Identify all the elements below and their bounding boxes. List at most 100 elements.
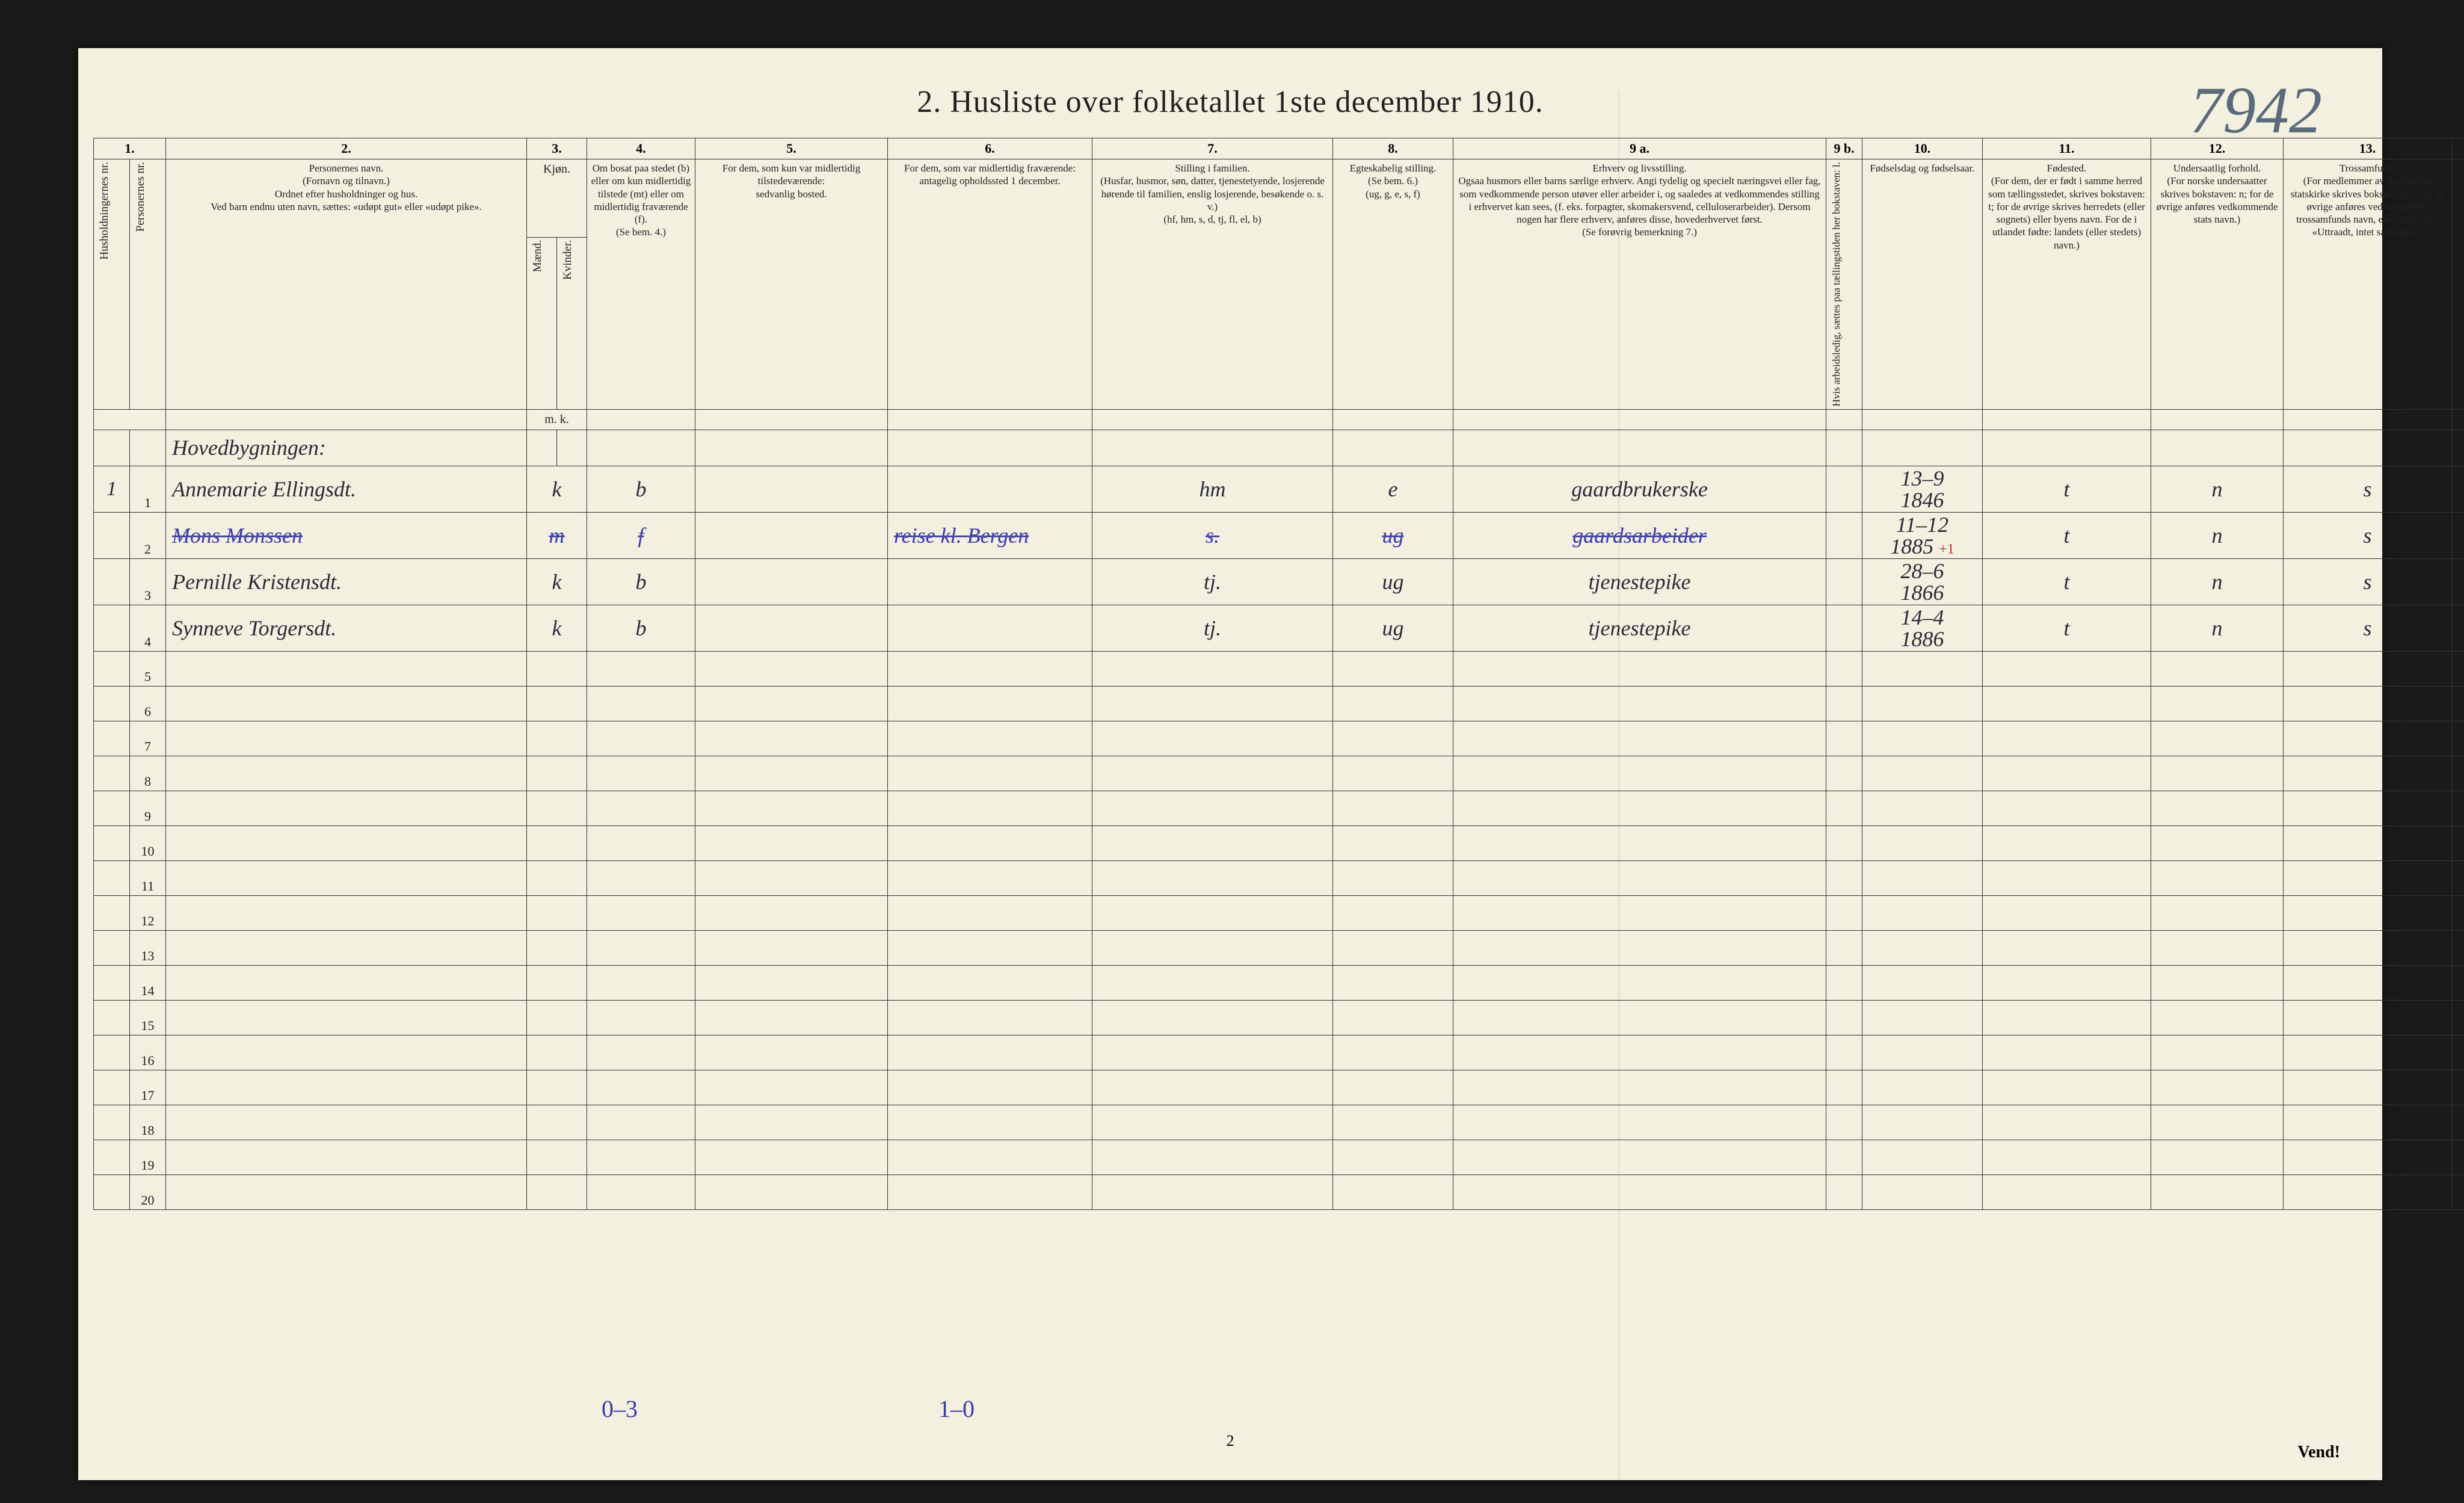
cell-9b [1826,512,1862,558]
cell-c5 [695,605,888,651]
document-page: 7942 2. Husliste over folketallet 1ste d… [78,48,2382,1480]
colnum-11: 11. [1983,138,2151,159]
cell-c14 [2452,558,2464,605]
page-number: 2 [1227,1432,1234,1450]
cell-c6 [888,558,1092,605]
table-row: 9 [94,791,2464,826]
cell-mar: e [1333,466,1453,512]
colnum-5: 5. [695,138,888,159]
table-row: 14 [94,965,2464,1000]
hdr-mk: m. k. [527,409,587,430]
table-row: 12 [94,895,2464,930]
colnum-1: 1. [94,138,166,159]
cell-occ: tjenestepike [1453,558,1826,605]
cell-res: f [587,512,695,558]
cell-dob: 14–4 1886 [1862,605,1983,651]
cell-sex: k [527,605,587,651]
cell-occ: gaardbrukerske [1453,466,1826,512]
table-row: 17 [94,1070,2464,1105]
cell-pn: 2 [130,512,166,558]
colnum-14: 14. [2452,138,2464,159]
table-body: Hovedbygningen: 1 1 Annemarie Ellingsdt.… [94,430,2464,1209]
cell-pn: 1 [130,466,166,512]
table-row: 15 [94,1000,2464,1035]
table-row: 3 Pernille Kristensdt. k b tj. ug tjenes… [94,558,2464,605]
colnum-3: 3. [527,138,587,159]
header-mk-row: m. k. [94,409,2464,430]
cell-hh [94,512,130,558]
cell-fam: tj. [1092,605,1333,651]
cell-pn: 4 [130,605,166,651]
hdr-marital: Egteskabelig stilling. (Se bem. 6.) (ug,… [1333,159,1453,410]
table-row: 20 [94,1174,2464,1209]
hdr-hh-nr: Husholdningernes nr. [94,159,130,410]
cell-nat: n [2151,466,2284,512]
table-row: 11 [94,860,2464,895]
hdr-disability: Sindssvak, døv eller blind. Var nogen av… [2452,159,2464,410]
cell-rel: s [2284,605,2452,651]
cell-c6 [888,605,1092,651]
cell-hh [94,558,130,605]
table-row: 2 Mons Monssen m f reise kl. Bergen s. u… [94,512,2464,558]
cell-fam: s. [1092,512,1333,558]
cell-fam: tj. [1092,558,1333,605]
cell-rel: s [2284,466,2452,512]
cell-c14 [2452,605,2464,651]
cell-c5 [695,512,888,558]
cell-c6 [888,466,1092,512]
cell-born: t [1983,512,2151,558]
cell-hh [94,605,130,651]
colnum-4: 4. [587,138,695,159]
cell-rel: s [2284,512,2452,558]
table-row: 1 1 Annemarie Ellingsdt. k b hm e gaardb… [94,466,2464,512]
colnum-9b: 9 b. [1826,138,1862,159]
hdr-temp-absent: For dem, som var midlertidig fraværende:… [888,159,1092,410]
page-fold [1618,90,1619,1480]
cell-mar: ug [1333,605,1453,651]
colnum-10: 10. [1862,138,1983,159]
cell-c5 [695,558,888,605]
cell-mar: ug [1333,558,1453,605]
colnum-6: 6. [888,138,1092,159]
header-row: Husholdningernes nr. Personernes nr. Per… [94,159,2464,238]
table-row: 16 [94,1035,2464,1070]
cell-res: b [587,558,695,605]
cell-name: Annemarie Ellingsdt. [166,466,527,512]
hdr-sex: Kjøn. [527,159,587,238]
cell-sex: m [527,512,587,558]
cell-name: Mons Monssen [166,512,527,558]
hdr-family-pos: Stilling i familien. (Husfar, husmor, sø… [1092,159,1333,410]
hdr-name: Personernes navn. (Fornavn og tilnavn.) … [166,159,527,410]
cell-c14 [2452,466,2464,512]
cell-mar: ug [1333,512,1453,558]
table-head: 1. 2. 3. 4. 5. 6. 7. 8. 9 a. 9 b. 10. 11… [94,138,2464,430]
tally-2: 1–0 [938,1395,975,1423]
tally-1: 0–3 [602,1395,638,1423]
table-row: 19 [94,1140,2464,1174]
cell-born: t [1983,466,2151,512]
table-row: 13 [94,930,2464,965]
cell-sex: k [527,558,587,605]
hdr-nationality: Undersaatlig forhold. (For norske unders… [2151,159,2284,410]
cell-9b [1826,466,1862,512]
cell-rel: s [2284,558,2452,605]
section-row: Hovedbygningen: [94,430,2464,466]
cell-nat: n [2151,605,2284,651]
table-row: 8 [94,756,2464,791]
turn-over-label: Vend! [2297,1443,2340,1462]
hdr-male: Mænd. [527,237,557,409]
cell-9b [1826,558,1862,605]
table-row: 5 [94,651,2464,686]
cell-res: b [587,605,695,651]
colnum-7: 7. [1092,138,1333,159]
section-label: Hovedbygningen: [166,430,527,466]
cell-born: t [1983,605,2151,651]
cell-c14 [2452,512,2464,558]
hdr-temp-present: For dem, som kun var midlertidig tilsted… [695,159,888,410]
colnum-9a: 9 a. [1453,138,1826,159]
cell-dob: 11–12 1885 +1 [1862,512,1983,558]
hdr-occupation: Erhverv og livsstilling. Ogsaa husmors e… [1453,159,1826,410]
hdr-female: Kvinder. [557,237,587,409]
table-row: 7 [94,721,2464,756]
cell-nat: n [2151,558,2284,605]
